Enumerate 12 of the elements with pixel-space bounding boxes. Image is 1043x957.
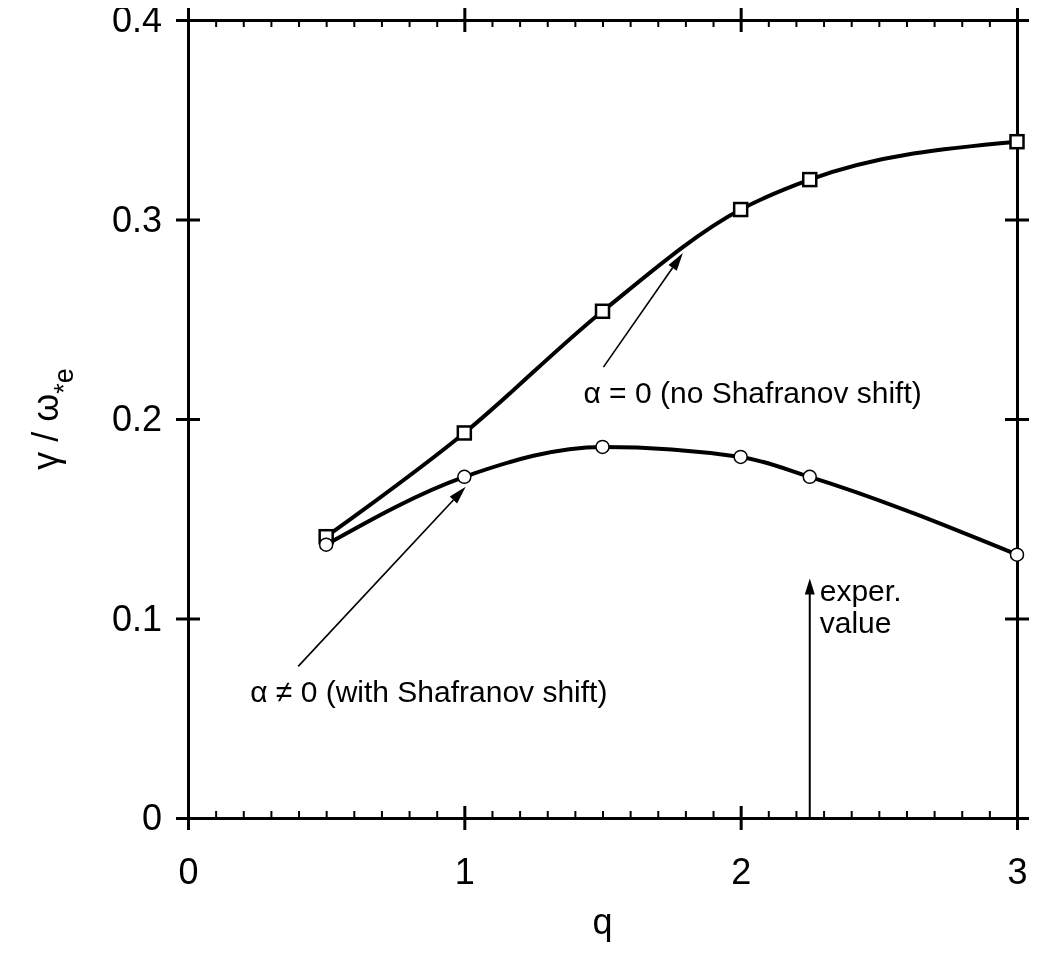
y-tick-label: 0.2: [111, 398, 162, 440]
x-tick-label: 3: [1007, 850, 1028, 892]
y-tick-label: 0.1: [111, 597, 162, 639]
annotation: α = 0 (no Shafranov shift): [583, 376, 922, 410]
y-tick-label: 0: [141, 797, 162, 839]
annotation: exper. value: [819, 573, 902, 639]
x-tick-label: 1: [454, 850, 475, 892]
x-axis-title: q: [592, 901, 613, 942]
y-tick-label: 0.3: [111, 198, 162, 240]
annotation: α ≠ 0 (with Shafranov shift): [250, 675, 608, 709]
x-tick-label: 2: [731, 850, 752, 892]
x-tick-label: 0: [178, 850, 199, 892]
